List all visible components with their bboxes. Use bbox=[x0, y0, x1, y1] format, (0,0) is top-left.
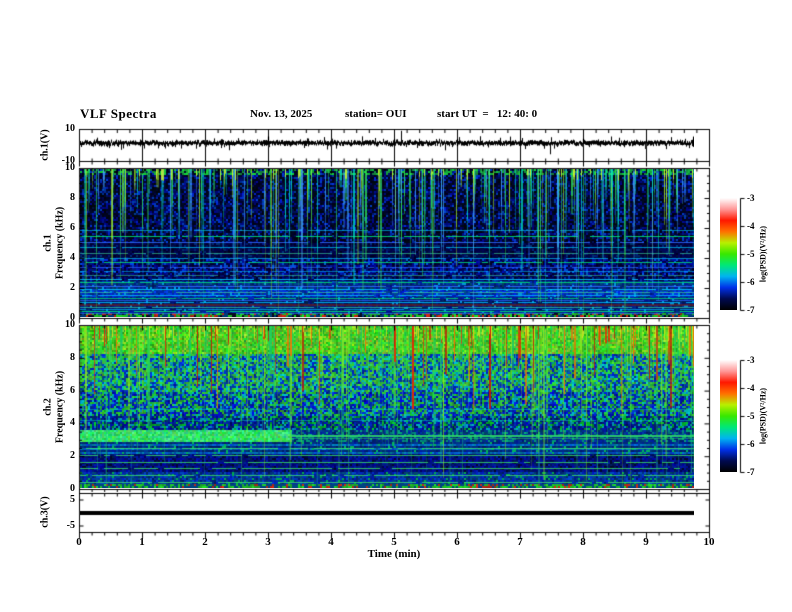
colorbar-ch1 bbox=[720, 198, 737, 310]
colorbar-tick-label: -4 bbox=[747, 383, 755, 393]
x-axis-title: Time (min) bbox=[367, 548, 421, 560]
figure-title: VLF Spectra bbox=[80, 106, 157, 121]
colorbar-tick-label: -4 bbox=[747, 221, 755, 231]
x-tick-label: 9 bbox=[643, 536, 649, 548]
colorbar-ch2 bbox=[720, 360, 737, 472]
colorbar-ch2-label: log(PSD)(V²/Hz) bbox=[758, 387, 768, 445]
colorbar-tick-label: -6 bbox=[747, 277, 755, 287]
ch2-spec-name: ch.2 bbox=[42, 398, 54, 416]
colorbar-tick-label: -7 bbox=[747, 467, 755, 477]
x-tick-label: 2 bbox=[202, 536, 208, 548]
x-tick-label: 4 bbox=[328, 536, 334, 548]
colorbar-tick-label: -5 bbox=[747, 249, 755, 259]
ch3-voltage-trace bbox=[80, 494, 694, 531]
x-tick-label: 6 bbox=[454, 536, 460, 548]
colorbar-tick-label: -3 bbox=[747, 355, 755, 365]
ch2-spectrogram bbox=[80, 326, 694, 488]
y-tick-label-ch2spec: 6 bbox=[70, 384, 75, 396]
x-tick-label: 10 bbox=[703, 536, 715, 548]
y-tick-label-ch1spec: 8 bbox=[70, 192, 75, 203]
ch1-spec-name: ch.1 bbox=[42, 234, 54, 252]
y-tick-label-ch1spec: 6 bbox=[70, 222, 75, 233]
x-tick-label: 1 bbox=[139, 536, 145, 548]
y-tick-label-ch2spec: 10 bbox=[65, 319, 75, 330]
y-tick-label-ch2spec: 0 bbox=[70, 483, 75, 494]
ch1-spectrogram bbox=[80, 169, 694, 317]
ch2-spec-ylabel: Frequency (kHz) bbox=[54, 370, 66, 444]
y-tick-label-ch1spec: 2 bbox=[70, 282, 75, 293]
y-tick-label-ch1v: -10 bbox=[61, 155, 75, 166]
colorbar-tick-label: -5 bbox=[747, 411, 755, 421]
station-label: station= OUI bbox=[345, 108, 407, 120]
y-tick-label-ch1spec: 4 bbox=[70, 252, 75, 263]
y-tick-label-ch2spec: 8 bbox=[70, 351, 75, 363]
y-tick-label-ch3v: 5 bbox=[70, 493, 75, 505]
figure-date: Nov. 13, 2025 bbox=[250, 108, 313, 120]
x-tick-label: 0 bbox=[76, 536, 82, 548]
x-tick-label: 8 bbox=[580, 536, 586, 548]
y-tick-label-ch2spec: 4 bbox=[70, 417, 75, 429]
colorbar-tick-label: -6 bbox=[747, 439, 755, 449]
x-tick-label: 5 bbox=[391, 536, 397, 548]
colorbar-tick-label: -7 bbox=[747, 305, 755, 315]
x-tick-label: 3 bbox=[265, 536, 271, 548]
ch1-voltage-trace bbox=[80, 130, 694, 160]
x-tick-label: 7 bbox=[517, 536, 523, 548]
ch1-spec-ylabel: Frequency (kHz) bbox=[54, 206, 66, 280]
y-tick-label-ch1v: 10 bbox=[65, 123, 75, 134]
start-ut-label: start UT = 12: 40: 0 bbox=[437, 108, 538, 120]
colorbar-tick-label: -3 bbox=[747, 193, 755, 203]
y-tick-label-ch2spec: 2 bbox=[70, 450, 75, 462]
colorbar-ch1-label: log(PSD)(V²/Hz) bbox=[758, 225, 768, 283]
y-tick-label-ch3v: -5 bbox=[66, 519, 75, 531]
